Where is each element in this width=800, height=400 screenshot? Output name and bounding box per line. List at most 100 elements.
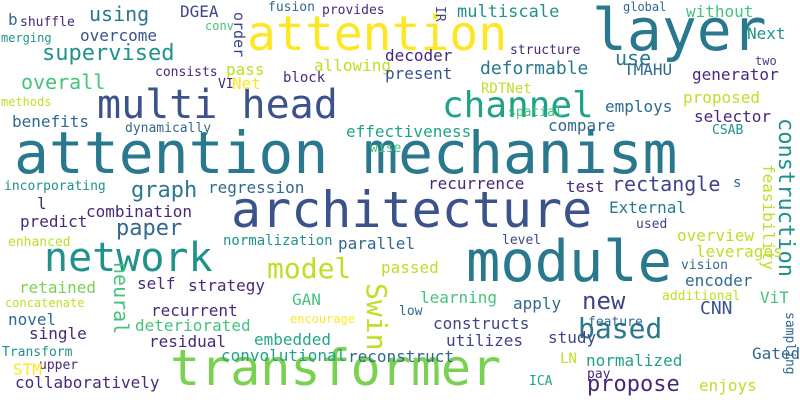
word-compare: compare [548,116,616,135]
word-conv: conv [205,19,234,33]
word-swin: Swin [360,283,393,351]
word-reconstruct: reconstruct [348,347,454,366]
word-constructs: constructs [433,314,530,333]
word-low: low [399,304,423,319]
word-regression: regression [208,178,305,197]
word-channel: channel [442,85,594,126]
word-external: External [609,198,687,217]
word-gan: GAN [292,290,321,309]
word-graph: graph [131,178,198,203]
word-module: module [466,229,672,295]
word-b: b [8,10,18,29]
word-effectiveness: effectiveness [346,122,472,141]
word-fusion: fusion [268,0,315,15]
word-novel: novel [8,310,57,329]
word-retained: retained [19,278,97,297]
word-feature: feature [588,315,643,330]
word-pay: pay [587,367,611,382]
word-transformer: transformer [170,339,502,397]
word-attention-mechanism: attention mechanism [14,119,678,187]
word-neural: neural [109,262,133,335]
word-embedded: embedded [254,330,332,349]
word-gated: Gated [752,344,800,363]
word-vi: VI [218,77,234,92]
word-predict: predict [20,212,88,231]
word-vit: ViT [760,288,789,307]
word-propose: propose [587,372,680,397]
word-multi-head: multi head [97,82,338,128]
word-shuffle: shuffle [20,15,75,30]
word-wise: wise [370,141,402,156]
word-benefits: benefits [12,112,90,131]
word-l: l [37,194,47,213]
word-using: using [89,2,150,26]
word-s: s [733,175,742,191]
word-spatial: spatial [508,105,563,120]
word-two: two [755,54,777,68]
word-deformable: deformable [480,58,589,79]
word-employs: employs [605,97,673,116]
word-decoder: decoder [385,46,453,65]
word-generator: generator [692,65,779,84]
word-recurrent: recurrent [151,301,238,320]
word-new: new [582,287,626,315]
word-supervised: supervised [42,41,175,66]
word-recurrence: recurrence [428,174,525,193]
word-structure: structure [510,43,581,58]
word-encourage: encourage [290,312,356,326]
word-block: block [283,70,326,86]
word-paper: paper [116,216,183,241]
word-used: used [636,217,668,232]
word-collaboratively: collaboratively [15,373,160,392]
word-single: single [29,324,87,343]
word-ica: ICA [529,374,553,389]
word-apply: apply [513,294,562,313]
word-net: Net [232,74,261,93]
word-rectangle: rectangle [612,172,721,196]
word-concatenate: concatenate [5,296,85,310]
word-dgea: DGEA [180,2,219,21]
word-additional: additional [662,289,741,304]
word-learning: learning [420,288,498,307]
word-test: test [566,177,605,196]
word-based: based [578,312,663,345]
word-dynamically: dynamically [125,121,212,136]
word-leverages: leverages [696,242,783,261]
word-strategy: strategy [188,276,266,295]
word-consists: consists [155,65,218,80]
word-deteriorated: deteriorated [135,316,251,335]
word-selector: selector [694,107,772,126]
word-overview: overview [677,226,755,245]
word-model: model [267,252,352,285]
word-tmahu: TMAHU [624,60,673,79]
word-merging: merging [1,31,52,45]
word-cnn: CNN [700,298,733,319]
word-attention: attention [247,6,508,62]
word-parallel: parallel [338,234,416,253]
word-provides: provides [322,3,385,18]
word-without: without [686,2,754,21]
word-residual: residual [149,332,227,351]
word-self: self [137,274,176,293]
word-upper: upper [39,358,79,373]
word-enjoys: enjoys [699,376,757,395]
word-level: level [502,233,542,248]
word-use: use [615,46,652,70]
word-stm: STM [13,360,42,379]
word-encoder: encoder [685,271,753,290]
word-rdtnet: RDTNet [481,81,532,97]
word-convolutional: convolutional [221,346,347,365]
word-combination: combination [86,202,192,221]
word-overall: overall [21,70,106,94]
word-pass: pass [226,60,265,79]
word-ln: LN [560,351,577,367]
word-network: network [44,235,213,281]
word-normalized: normalized [586,351,683,370]
word-overcome: overcome [80,26,158,45]
word-passed: passed [381,258,439,277]
word-layer: layer [592,0,767,64]
word-methods: methods [1,95,52,109]
word-csab: CSAB [712,123,744,138]
word-study: study [548,328,597,347]
